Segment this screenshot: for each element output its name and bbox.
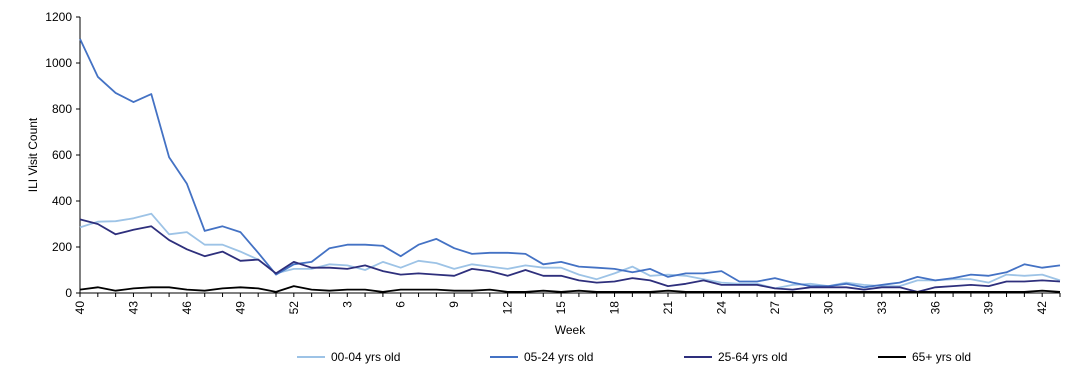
y-tick-label: 400 [52, 194, 72, 208]
y-tick-label: 800 [52, 102, 72, 116]
series-lines [79, 38, 1061, 293]
legend-label: 05-24 yrs old [524, 350, 593, 364]
x-tick-label: 52 [287, 301, 301, 315]
series-line [79, 218, 1061, 293]
x-tick-label: 24 [714, 301, 728, 315]
axes [79, 17, 1060, 294]
x-tick-label: 12 [501, 301, 515, 315]
x-tick-label: 40 [73, 301, 87, 315]
x-tick-label: 27 [768, 301, 782, 315]
x-tick-label: 18 [608, 301, 622, 315]
x-tick-label: 30 [821, 301, 835, 315]
x-axis-title: Week [555, 323, 586, 337]
y-ticks: 0 200 400 600 800 1000 1200 [45, 10, 80, 300]
x-tick-label: 46 [180, 301, 194, 315]
x-tick-label: 42 [1035, 301, 1049, 315]
x-tick-label: 39 [982, 301, 996, 315]
x-tick-label: 33 [875, 301, 889, 315]
x-tick-label: 36 [928, 301, 942, 315]
series-line [79, 212, 1061, 290]
legend-label: 65+ yrs old [912, 350, 971, 364]
x-tick-label: 21 [661, 301, 675, 315]
x-tick-label: 3 [340, 301, 354, 308]
legend-label: 25-64 yrs old [718, 350, 787, 364]
x-tick-label: 15 [554, 301, 568, 315]
x-tick-label: 6 [394, 301, 408, 308]
y-tick-label: 0 [65, 286, 72, 300]
legend-label: 00-04 yrs old [331, 350, 400, 364]
y-tick-label: 600 [52, 148, 72, 162]
series-line [79, 285, 1061, 293]
y-tick-label: 1200 [45, 10, 72, 24]
legend: 00-04 yrs old 05-24 yrs old 25-64 yrs old 6… [297, 350, 971, 364]
x-ticks: 40 43 46 49 52 3 6 9 12 15 18 21 24 27 30 33 36 39 42 [73, 293, 1061, 315]
y-tick-label: 1000 [45, 56, 72, 70]
y-axis-title: ILI Visit Count [26, 117, 40, 192]
y-tick-label: 200 [52, 240, 72, 254]
x-tick-label: 43 [126, 301, 140, 315]
x-tick-label: 49 [233, 301, 247, 315]
series-line [79, 38, 1061, 289]
x-tick-label: 9 [447, 301, 461, 308]
